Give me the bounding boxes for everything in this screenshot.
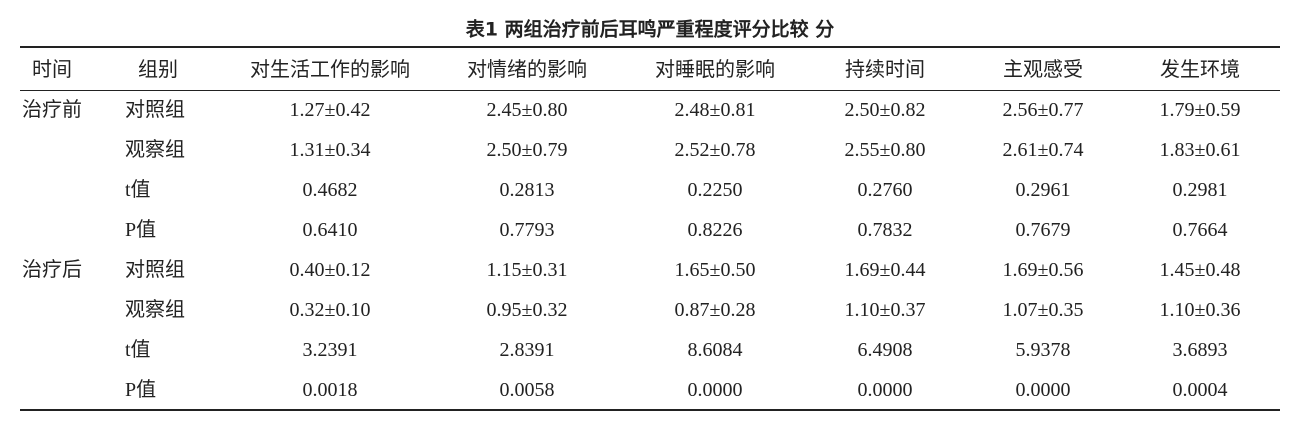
value-cell: 2.8391 [499,339,555,361]
time-cell: 治疗后 [22,259,82,281]
value-cell: 1.79±0.59 [1159,99,1241,121]
group-cell: P值 [125,219,157,241]
header-cell: 组别 [138,59,178,81]
value-cell: 8.6084 [687,339,743,361]
header-cell: 发生环境 [1160,59,1240,81]
value-cell: 0.0000 [857,379,913,401]
value-cell: 2.50±0.82 [844,99,926,121]
value-cell: 0.7793 [499,219,555,241]
value-cell: 2.48±0.81 [674,99,756,121]
value-cell: 1.15±0.31 [486,259,568,281]
value-cell: 0.0058 [499,379,555,401]
value-cell: 0.2961 [1015,179,1071,201]
value-cell: 2.61±0.74 [1002,139,1084,161]
header-cell: 主观感受 [1003,59,1083,81]
group-cell: t值 [125,339,151,361]
value-cell: 1.27±0.42 [289,99,371,121]
time-cell: 治疗前 [22,99,82,121]
value-cell: 0.2760 [857,179,913,201]
value-cell: 1.45±0.48 [1159,259,1241,281]
value-cell: 1.69±0.56 [1002,259,1084,281]
header-cell: 持续时间 [845,59,925,81]
value-cell: 1.31±0.34 [289,139,371,161]
value-cell: 5.9378 [1015,339,1071,361]
header-rule [20,90,1280,91]
value-cell: 0.4682 [302,179,358,201]
table-title: 表1 两组治疗前后耳鸣严重程度评分比较 分 [465,18,835,41]
value-cell: 0.0000 [1015,379,1071,401]
value-cell: 1.07±0.35 [1002,299,1084,321]
value-cell: 2.55±0.80 [844,139,926,161]
value-cell: 0.2981 [1172,179,1228,201]
value-cell: 2.45±0.80 [486,99,568,121]
value-cell: 0.7664 [1172,219,1228,241]
value-cell: 0.2813 [499,179,555,201]
value-cell: 1.10±0.36 [1159,299,1241,321]
value-cell: 6.4908 [857,339,913,361]
header-cell: 时间 [32,59,72,81]
value-cell: 0.32±0.10 [289,299,371,321]
bottom-rule [20,409,1280,411]
value-cell: 1.65±0.50 [674,259,756,281]
header-cell: 对情绪的影响 [467,59,587,81]
value-cell: 1.83±0.61 [1159,139,1241,161]
value-cell: 0.95±0.32 [486,299,568,321]
value-cell: 0.87±0.28 [674,299,756,321]
value-cell: 0.7679 [1015,219,1071,241]
value-cell: 0.2250 [687,179,743,201]
group-cell: 观察组 [125,299,185,321]
value-cell: 0.8226 [687,219,743,241]
group-cell: 对照组 [125,99,185,121]
group-cell: P值 [125,379,157,401]
value-cell: 1.69±0.44 [844,259,926,281]
group-cell: 观察组 [125,139,185,161]
value-cell: 0.40±0.12 [289,259,371,281]
value-cell: 0.0018 [302,379,358,401]
value-cell: 2.50±0.79 [486,139,568,161]
value-cell: 3.2391 [302,339,358,361]
value-cell: 3.6893 [1172,339,1228,361]
value-cell: 0.0004 [1172,379,1228,401]
header-cell: 对睡眠的影响 [655,59,775,81]
group-cell: 对照组 [125,259,185,281]
value-cell: 0.6410 [302,219,358,241]
value-cell: 2.56±0.77 [1002,99,1084,121]
top-rule [20,46,1280,48]
value-cell: 1.10±0.37 [844,299,926,321]
value-cell: 0.0000 [687,379,743,401]
group-cell: t值 [125,179,151,201]
value-cell: 0.7832 [857,219,913,241]
value-cell: 2.52±0.78 [674,139,756,161]
header-cell: 对生活工作的影响 [250,59,410,81]
